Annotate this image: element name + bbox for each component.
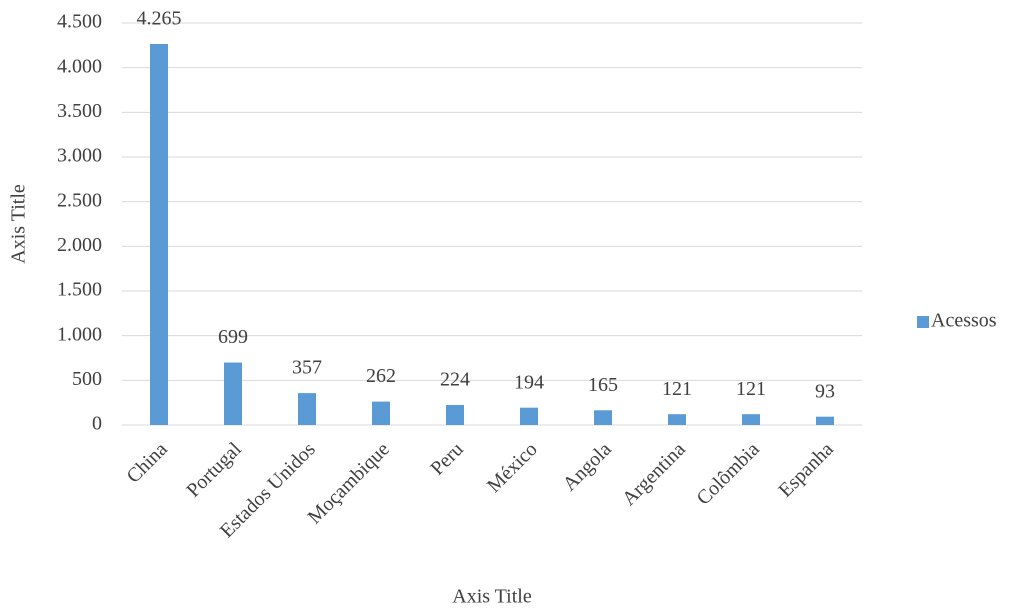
data-label: 4.265	[137, 8, 182, 30]
data-label: 262	[366, 365, 396, 387]
data-label: 224	[440, 369, 470, 391]
y-tick-label: 3.000	[57, 145, 102, 167]
x-tick-label: Portugal	[182, 438, 246, 502]
y-tick-label: 4.500	[57, 11, 102, 33]
y-axis-title: Axis Title	[8, 184, 30, 264]
bar	[742, 414, 760, 425]
x-axis-title: Axis Title	[452, 586, 532, 608]
y-tick-label: 3.500	[57, 100, 102, 122]
bar	[224, 362, 242, 425]
data-label: 121	[736, 378, 766, 400]
data-label: 165	[588, 374, 618, 396]
x-tick-label: Espanha	[774, 438, 838, 502]
data-label: 93	[815, 380, 835, 402]
bar	[446, 404, 464, 425]
y-tick-label: 2.000	[57, 234, 102, 256]
bar	[298, 393, 316, 425]
y-tick-label: 0	[92, 413, 102, 435]
data-label: 357	[292, 357, 322, 379]
data-label: 121	[662, 378, 692, 400]
y-tick-label: 500	[72, 368, 102, 390]
y-tick-label: 4.000	[57, 55, 102, 77]
x-tick-label: Colômbia	[692, 438, 763, 509]
bar	[668, 414, 686, 425]
bar	[372, 401, 390, 425]
bar	[150, 43, 168, 425]
x-tick-label: Peru	[426, 438, 467, 479]
data-label: 699	[218, 326, 248, 348]
y-tick-label: 1.000	[57, 323, 102, 345]
bar	[520, 407, 538, 425]
legend-swatch	[917, 316, 929, 328]
x-tick-label: Argentina	[618, 438, 690, 510]
bar	[594, 410, 612, 425]
y-tick-label: 1.500	[57, 279, 102, 301]
y-tick-label: 2.500	[57, 189, 102, 211]
x-tick-label: China	[122, 438, 171, 487]
x-tick-label: México	[483, 438, 542, 497]
bar	[816, 416, 834, 425]
data-label: 194	[514, 371, 544, 393]
legend-label: Acessos	[931, 310, 997, 332]
x-tick-label: Angola	[559, 438, 616, 495]
